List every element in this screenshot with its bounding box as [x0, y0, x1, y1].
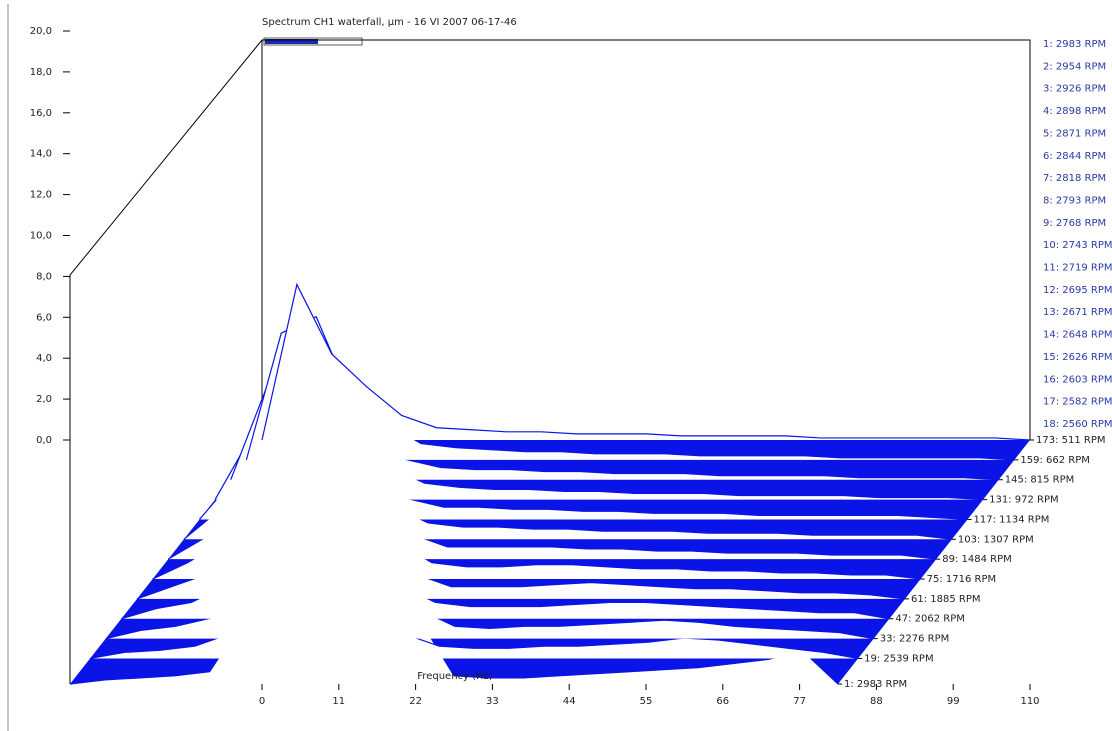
z-tick-label: 1: 2983 RPM: [844, 679, 907, 690]
rpm-list-item: 1: 2983 RPM: [1043, 39, 1106, 50]
z-tick-label: 61: 1885 RPM: [911, 594, 981, 605]
rpm-list-item: 3: 2926 RPM: [1043, 84, 1106, 95]
x-tick-label: 99: [947, 696, 960, 707]
rpm-list-item: 9: 2768 RPM: [1043, 218, 1106, 229]
rpm-list-item: 11: 2719 RPM: [1043, 263, 1112, 274]
z-tick-label: 75: 1716 RPM: [927, 574, 997, 585]
rpm-list-item: 18: 2560 RPM: [1043, 419, 1112, 430]
z-tick-label: 47: 2062 RPM: [895, 614, 965, 625]
y-tick-label: 2,0: [36, 394, 52, 405]
z-tick-label: 117: 1134 RPM: [973, 514, 1049, 525]
z-tick-label: 89: 1484 RPM: [942, 554, 1012, 565]
y-tick-label: 10,0: [30, 231, 52, 242]
z-tick-label: 159: 662 RPM: [1020, 455, 1090, 466]
x-axis-label: Frequency (Hz): [417, 671, 493, 682]
trace-fill: [262, 285, 1030, 440]
y-tick-label: 16,0: [30, 108, 52, 119]
x-tick-label: 11: [332, 696, 345, 707]
rpm-list-item: 14: 2648 RPM: [1043, 330, 1112, 341]
rpm-list-item: 15: 2626 RPM: [1043, 352, 1112, 363]
rpm-list-item: 2: 2954 RPM: [1043, 61, 1106, 72]
rpm-list-item: 6: 2844 RPM: [1043, 151, 1106, 162]
x-tick-label: 55: [640, 696, 653, 707]
rpm-list-item: 7: 2818 RPM: [1043, 173, 1106, 184]
z-tick-label: 145: 815 RPM: [1005, 475, 1075, 486]
y-tick-label: 12,0: [30, 190, 52, 201]
z-tick-label: 173: 511 RPM: [1036, 435, 1106, 446]
rpm-list-item: 5: 2871 RPM: [1043, 128, 1106, 139]
z-tick-label: 103: 1307 RPM: [958, 534, 1034, 545]
x-tick-label: 66: [716, 696, 729, 707]
rpm-list-item: 17: 2582 RPM: [1043, 397, 1112, 408]
z-tick-label: 19: 2539 RPM: [864, 653, 934, 664]
y-tick-label: 8,0: [36, 271, 52, 282]
z-tick-label: 131: 972 RPM: [989, 495, 1059, 506]
x-tick-label: 44: [563, 696, 576, 707]
chart-title: Spectrum CH1 waterfall, µm - 16 VI 2007 …: [262, 17, 517, 28]
y-tick-label: 4,0: [36, 353, 52, 364]
y-tick-label: 20,0: [30, 26, 52, 37]
plot-area: [70, 285, 1030, 684]
x-tick-label: 22: [409, 696, 422, 707]
rpm-list-item: 8: 2793 RPM: [1043, 195, 1106, 206]
y-tick-label: 0,0: [36, 435, 52, 446]
x-tick-label: 77: [793, 696, 806, 707]
y-tick-label: 6,0: [36, 312, 52, 323]
x-tick-label: 0: [259, 696, 265, 707]
x-tick-label: 110: [1020, 696, 1039, 707]
rpm-list-item: 16: 2603 RPM: [1043, 374, 1112, 385]
x-tick-label: 88: [870, 696, 883, 707]
y-tick-label: 14,0: [30, 149, 52, 160]
rpm-list-item: 4: 2898 RPM: [1043, 106, 1106, 117]
z-tick-label: 33: 2276 RPM: [880, 634, 950, 645]
chart: Spectrum CH1 waterfall, µm - 16 VI 2007 …: [0, 0, 1112, 731]
x-tick-label: 33: [486, 696, 499, 707]
rpm-list-item: 12: 2695 RPM: [1043, 285, 1112, 296]
y-tick-label: 18,0: [30, 67, 52, 78]
rpm-list-item: 13: 2671 RPM: [1043, 307, 1112, 318]
rpm-list-item: 10: 2743 RPM: [1043, 240, 1112, 251]
